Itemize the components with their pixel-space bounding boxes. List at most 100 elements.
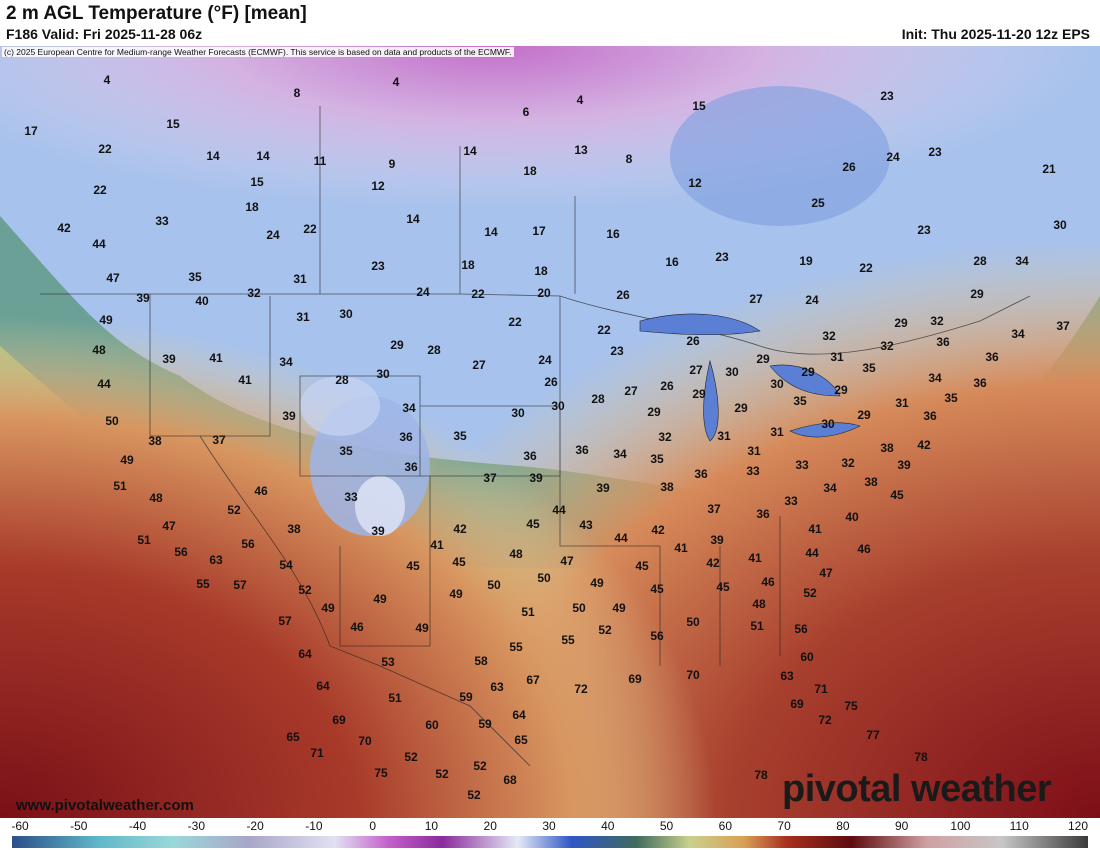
temperature-value: 39 — [136, 291, 150, 305]
temperature-value: 31 — [293, 272, 307, 286]
temperature-value: 42 — [57, 221, 71, 235]
temperature-value: 50 — [686, 615, 700, 629]
temperature-value: 48 — [92, 343, 106, 357]
temperature-value: 48 — [509, 547, 523, 561]
colorbar-labels: -60 -50 -40 -30 -20 -10 0 10 20 30 40 50 60 70 80 90 100… — [0, 818, 1100, 834]
temperature-value: 29 — [857, 408, 871, 422]
temperature-value: 60 — [800, 650, 814, 664]
temperature-value: 28 — [427, 343, 441, 357]
temperature-value: 37 — [1056, 319, 1070, 333]
temperature-value: 24 — [416, 285, 430, 299]
temperature-value: 51 — [521, 605, 535, 619]
temperature-value: 47 — [819, 566, 833, 580]
temperature-value: 35 — [862, 361, 876, 375]
temperature-value: 32 — [247, 286, 261, 300]
temperature-value: 8 — [625, 152, 633, 166]
temperature-value: 33 — [155, 214, 169, 228]
temperature-value: 72 — [818, 713, 832, 727]
temperature-value: 32 — [930, 314, 944, 328]
valid-time: F186 Valid: Fri 2025-11-28 06z — [6, 26, 203, 42]
temperature-value: 50 — [537, 571, 551, 585]
temperature-value: 49 — [321, 601, 335, 615]
temperature-value: 52 — [404, 750, 418, 764]
temperature-value: 55 — [196, 577, 210, 591]
colorbar-label: 120 — [1067, 819, 1089, 833]
temperature-value: 37 — [707, 502, 721, 516]
temperature-value: 15 — [692, 99, 706, 113]
temperature-value: 29 — [390, 338, 404, 352]
temperature-value: 33 — [795, 458, 809, 472]
temperature-value: 17 — [532, 224, 546, 238]
temperature-value: 32 — [880, 339, 894, 353]
temperature-value: 52 — [435, 767, 449, 781]
temperature-value: 45 — [635, 559, 649, 573]
temperature-value: 41 — [748, 551, 762, 565]
colorbar-label: 20 — [483, 819, 497, 833]
website-link[interactable]: www.pivotalweather.com — [16, 797, 194, 814]
colorbar-label: -40 — [128, 819, 147, 833]
temperature-value: 45 — [452, 555, 466, 569]
colorbar-label: 30 — [542, 819, 556, 833]
temperature-value: 49 — [120, 453, 134, 467]
temperature-value: 37 — [483, 471, 497, 485]
colorbar-label: 0 — [369, 819, 376, 833]
temperature-value: 23 — [917, 223, 931, 237]
colorbar-label: 50 — [659, 819, 674, 833]
temperature-value: 47 — [106, 271, 120, 285]
temperature-value: 34 — [1011, 327, 1025, 341]
colorbar-label: -10 — [305, 819, 323, 833]
temperature-value: 32 — [822, 329, 836, 343]
copyright-notice: (c) 2025 European Centre for Medium-rang… — [2, 47, 514, 57]
temperature-value: 56 — [241, 537, 255, 551]
temperature-value: 19 — [799, 254, 813, 268]
temperature-value: 42 — [917, 438, 931, 452]
temperature-value: 51 — [113, 479, 127, 493]
temperature-value: 36 — [985, 350, 999, 364]
temperature-value: 14 — [484, 225, 498, 239]
temperature-value: 69 — [332, 713, 346, 727]
temperature-value: 44 — [97, 377, 111, 391]
colorbar-label: 80 — [836, 819, 850, 833]
temperature-value: 24 — [266, 228, 280, 242]
temperature-value: 34 — [928, 371, 942, 385]
temperature-value: 36 — [973, 376, 987, 390]
colorbar-label: -50 — [70, 819, 88, 833]
temperature-value: 56 — [650, 629, 664, 643]
temperature-value: 52 — [467, 788, 481, 802]
temperature-value: 30 — [821, 417, 835, 431]
temperature-value: 36 — [756, 507, 770, 521]
temperature-value: 12 — [688, 176, 702, 190]
colorbar-label: 60 — [718, 819, 733, 833]
temperature-value: 4 — [392, 75, 400, 89]
temperature-value: 27 — [472, 358, 486, 372]
temperature-value: 72 — [574, 682, 588, 696]
temperature-value: 18 — [534, 264, 548, 278]
temperature-value: 65 — [514, 733, 528, 747]
temperature-value: 49 — [449, 587, 463, 601]
temperature-value: 69 — [628, 672, 642, 686]
temperature-value: 42 — [651, 523, 665, 537]
temperature-value: 4 — [103, 73, 111, 87]
temperature-value: 49 — [373, 592, 387, 606]
temperature-value: 41 — [209, 351, 223, 365]
temperature-value: 29 — [756, 352, 770, 366]
temperature-value: 52 — [598, 623, 612, 637]
temperature-value: 14 — [463, 144, 477, 158]
temperature-map: 4 4 8 4 15 6 17 15 13 23 22 14 14 11 9 14 18 8 24 23 26 21 22 1… — [0, 46, 1100, 818]
temperature-value: 30 — [770, 377, 784, 391]
temperature-value: 32 — [841, 456, 855, 470]
temperature-value: 56 — [794, 622, 808, 636]
temperature-value: 51 — [388, 691, 402, 705]
colorbar-label: -20 — [246, 819, 264, 833]
temperature-value: 51 — [137, 533, 151, 547]
temperature-value: 64 — [298, 647, 312, 661]
temperature-value: 36 — [399, 430, 413, 444]
temperature-value: 4 — [576, 93, 584, 107]
map-field — [0, 46, 1100, 818]
temperature-value: 36 — [694, 467, 708, 481]
temperature-value: 52 — [227, 503, 241, 517]
temperature-value: 20 — [537, 286, 551, 300]
temperature-value: 36 — [936, 335, 950, 349]
brand-logo: pivotal weather — [782, 768, 1052, 810]
temperature-value: 46 — [254, 484, 268, 498]
